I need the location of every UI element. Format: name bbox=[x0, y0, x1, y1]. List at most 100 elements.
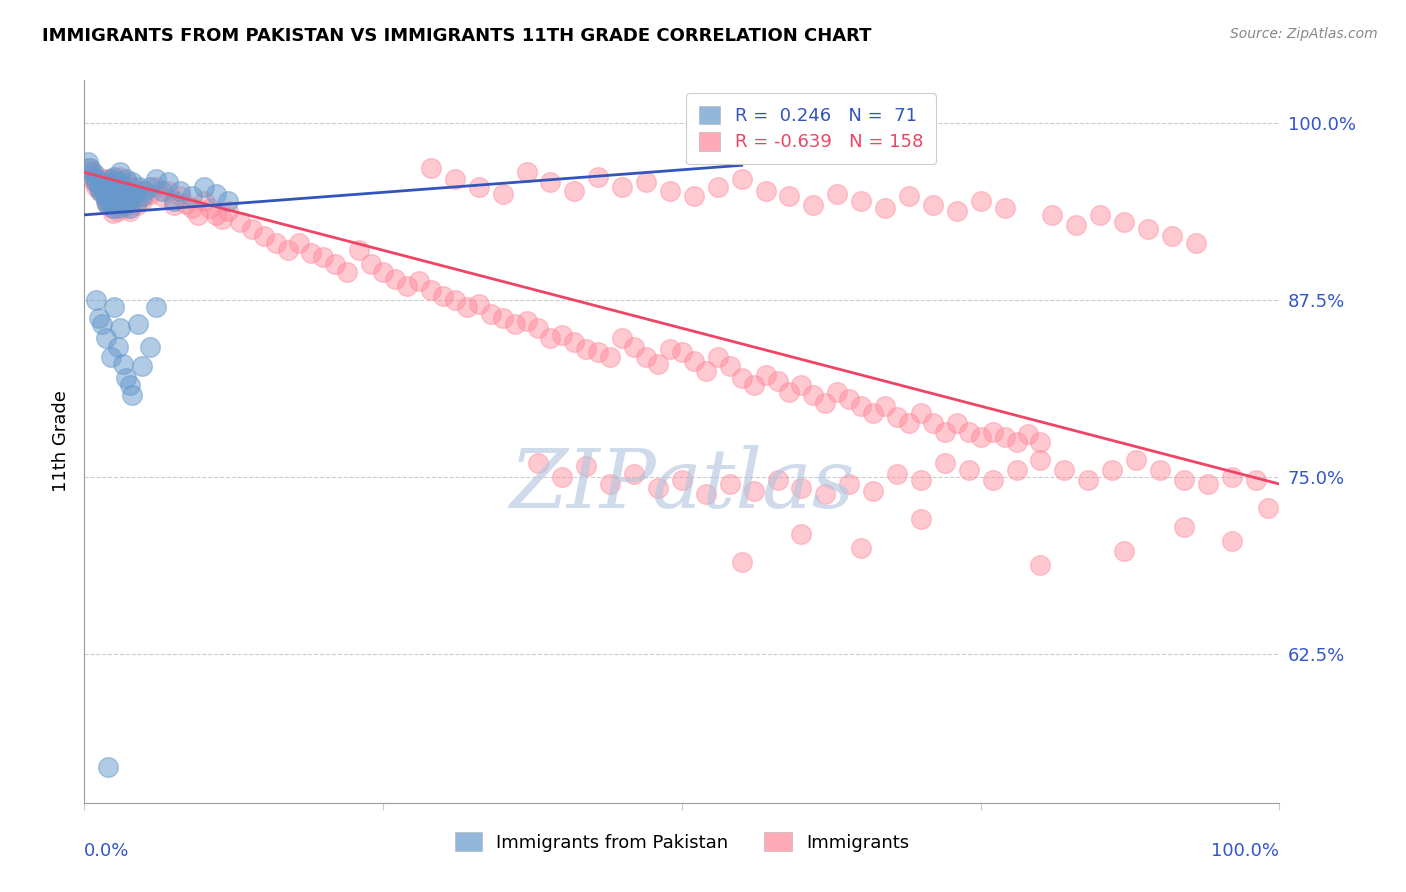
Point bbox=[742, 377, 765, 392]
Point bbox=[588, 345, 610, 359]
Point bbox=[82, 165, 104, 179]
Point bbox=[118, 201, 141, 215]
Point bbox=[1114, 215, 1136, 229]
Point bbox=[312, 251, 335, 265]
Point bbox=[97, 182, 120, 196]
Point bbox=[970, 430, 993, 444]
Point bbox=[112, 194, 135, 208]
Point bbox=[981, 473, 1004, 487]
Point bbox=[100, 194, 122, 208]
Point bbox=[115, 175, 138, 189]
Point bbox=[94, 194, 117, 208]
Point bbox=[94, 331, 117, 345]
Point bbox=[117, 194, 139, 208]
Point bbox=[564, 184, 586, 198]
Point bbox=[755, 184, 778, 198]
Point bbox=[93, 184, 115, 198]
Point bbox=[91, 317, 114, 331]
Point bbox=[121, 388, 143, 402]
Point bbox=[169, 189, 191, 203]
Point bbox=[124, 186, 146, 201]
Point bbox=[336, 264, 359, 278]
Point bbox=[77, 161, 100, 175]
Point bbox=[103, 175, 125, 189]
Point bbox=[205, 186, 228, 201]
Point bbox=[1077, 473, 1099, 487]
Point bbox=[898, 189, 921, 203]
Point bbox=[86, 168, 108, 182]
Point bbox=[110, 194, 132, 208]
Point bbox=[205, 208, 228, 222]
Point bbox=[117, 184, 139, 198]
Point bbox=[922, 198, 945, 212]
Point bbox=[612, 331, 634, 345]
Point bbox=[87, 175, 110, 189]
Point bbox=[540, 331, 562, 345]
Point bbox=[93, 186, 115, 201]
Point bbox=[131, 359, 153, 374]
Point bbox=[107, 340, 129, 354]
Point bbox=[97, 189, 120, 203]
Point bbox=[77, 155, 100, 169]
Point bbox=[551, 328, 574, 343]
Point bbox=[838, 392, 860, 406]
Point bbox=[118, 203, 141, 218]
Point bbox=[838, 477, 860, 491]
Point bbox=[766, 473, 789, 487]
Point bbox=[150, 189, 173, 203]
Point bbox=[128, 179, 150, 194]
Point bbox=[742, 484, 765, 499]
Point bbox=[96, 196, 118, 211]
Point bbox=[432, 288, 454, 302]
Point bbox=[139, 340, 162, 354]
Point bbox=[957, 463, 980, 477]
Point bbox=[125, 198, 148, 212]
Point bbox=[114, 201, 136, 215]
Point bbox=[93, 186, 115, 201]
Point bbox=[83, 169, 105, 184]
Point bbox=[97, 184, 120, 198]
Point bbox=[814, 396, 837, 410]
Point bbox=[647, 357, 669, 371]
Point bbox=[1173, 519, 1195, 533]
Point bbox=[1066, 218, 1088, 232]
Point bbox=[118, 377, 141, 392]
Point bbox=[83, 175, 105, 189]
Point bbox=[396, 278, 419, 293]
Point bbox=[132, 184, 156, 198]
Point bbox=[277, 244, 299, 258]
Point bbox=[875, 399, 897, 413]
Point bbox=[671, 345, 693, 359]
Point bbox=[623, 467, 645, 482]
Point bbox=[132, 189, 156, 203]
Point bbox=[100, 189, 122, 203]
Point bbox=[100, 350, 122, 364]
Text: 100.0%: 100.0% bbox=[1212, 842, 1279, 860]
Point bbox=[229, 215, 252, 229]
Point bbox=[100, 175, 122, 189]
Point bbox=[127, 317, 149, 331]
Point bbox=[1101, 463, 1123, 477]
Point bbox=[731, 555, 754, 569]
Y-axis label: 11th Grade: 11th Grade bbox=[52, 391, 70, 492]
Point bbox=[516, 314, 538, 328]
Point bbox=[91, 175, 114, 189]
Point bbox=[444, 172, 467, 186]
Point bbox=[145, 300, 167, 314]
Point bbox=[117, 186, 139, 201]
Point bbox=[288, 236, 311, 251]
Point bbox=[121, 179, 143, 194]
Point bbox=[100, 179, 122, 194]
Point bbox=[110, 165, 132, 179]
Point bbox=[103, 179, 125, 194]
Point bbox=[111, 179, 134, 194]
Point bbox=[86, 172, 108, 186]
Point bbox=[145, 172, 167, 186]
Point bbox=[1125, 453, 1147, 467]
Point bbox=[851, 194, 873, 208]
Point bbox=[157, 175, 180, 189]
Point bbox=[110, 196, 132, 211]
Point bbox=[96, 196, 118, 211]
Point bbox=[695, 364, 717, 378]
Point bbox=[636, 175, 658, 189]
